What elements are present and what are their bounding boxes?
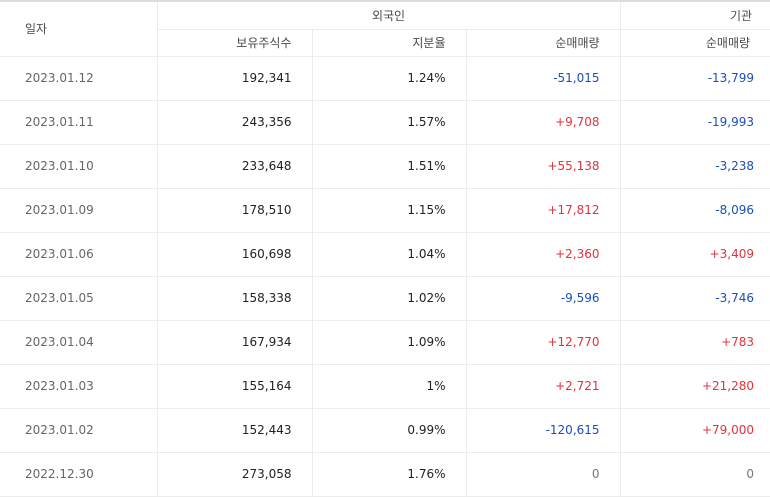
institution-net-cell: +3,409: [620, 232, 770, 276]
table-row: 2023.01.09 178,510 1.15% +17,812 -8,096: [0, 188, 770, 232]
table-row: 2023.01.04 167,934 1.09% +12,770 +783: [0, 320, 770, 364]
foreign-net-cell: +9,708: [466, 100, 620, 144]
date-cell: 2023.01.02: [0, 408, 157, 452]
holdings-cell: 155,164: [157, 364, 312, 408]
table-body: 2023.01.12 192,341 1.24% -51,015 -13,799 2023…: [0, 56, 770, 496]
foreign-net-cell: -9,596: [466, 276, 620, 320]
ratio-cell: 1.04%: [312, 232, 466, 276]
date-cell: 2023.01.10: [0, 144, 157, 188]
ratio-column-header: 지분율: [312, 29, 466, 56]
ratio-cell: 1.02%: [312, 276, 466, 320]
table-row: 2022.12.30 273,058 1.76% 0 0: [0, 452, 770, 496]
holdings-cell: 167,934: [157, 320, 312, 364]
foreign-net-cell: +55,138: [466, 144, 620, 188]
foreign-net-cell: +2,360: [466, 232, 620, 276]
holdings-cell: 152,443: [157, 408, 312, 452]
ratio-cell: 1.15%: [312, 188, 466, 232]
institution-group-header: 기관: [620, 1, 770, 29]
table-row: 2023.01.05 158,338 1.02% -9,596 -3,746: [0, 276, 770, 320]
table-row: 2023.01.12 192,341 1.24% -51,015 -13,799: [0, 56, 770, 100]
holdings-cell: 160,698: [157, 232, 312, 276]
foreign-net-cell: -120,615: [466, 408, 620, 452]
date-cell: 2023.01.06: [0, 232, 157, 276]
holdings-cell: 273,058: [157, 452, 312, 496]
holdings-cell: 178,510: [157, 188, 312, 232]
foreign-group-header: 외국인: [157, 1, 620, 29]
holdings-cell: 192,341: [157, 56, 312, 100]
ratio-cell: 1.24%: [312, 56, 466, 100]
ratio-cell: 1.76%: [312, 452, 466, 496]
ratio-cell: 1.57%: [312, 100, 466, 144]
ratio-cell: 1.09%: [312, 320, 466, 364]
foreign-net-column-header: 순매매량: [466, 29, 620, 56]
holdings-cell: 243,356: [157, 100, 312, 144]
institution-net-cell: +79,000: [620, 408, 770, 452]
table-header: 일자 외국인 기관 보유주식수 지분율 순매매량 순매매량: [0, 1, 770, 56]
date-cell: 2023.01.04: [0, 320, 157, 364]
foreign-net-cell: +12,770: [466, 320, 620, 364]
institution-net-cell: -8,096: [620, 188, 770, 232]
foreign-net-cell: +17,812: [466, 188, 620, 232]
table-row: 2023.01.10 233,648 1.51% +55,138 -3,238: [0, 144, 770, 188]
table-row: 2023.01.02 152,443 0.99% -120,615 +79,000: [0, 408, 770, 452]
institution-net-column-header: 순매매량: [620, 29, 770, 56]
foreign-net-cell: -51,015: [466, 56, 620, 100]
ratio-cell: 1%: [312, 364, 466, 408]
institution-net-cell: -13,799: [620, 56, 770, 100]
date-cell: 2023.01.03: [0, 364, 157, 408]
table-row: 2023.01.06 160,698 1.04% +2,360 +3,409: [0, 232, 770, 276]
table-row: 2023.01.11 243,356 1.57% +9,708 -19,993: [0, 100, 770, 144]
table-row: 2023.01.03 155,164 1% +2,721 +21,280: [0, 364, 770, 408]
date-column-header: 일자: [0, 1, 157, 56]
holdings-cell: 233,648: [157, 144, 312, 188]
ratio-cell: 0.99%: [312, 408, 466, 452]
institution-net-cell: +21,280: [620, 364, 770, 408]
institution-net-cell: +783: [620, 320, 770, 364]
institution-net-cell: -3,238: [620, 144, 770, 188]
holdings-column-header: 보유주식수: [157, 29, 312, 56]
date-cell: 2023.01.12: [0, 56, 157, 100]
foreign-net-cell: +2,721: [466, 364, 620, 408]
foreign-net-cell: 0: [466, 452, 620, 496]
institution-net-cell: -3,746: [620, 276, 770, 320]
ratio-cell: 1.51%: [312, 144, 466, 188]
date-cell: 2023.01.09: [0, 188, 157, 232]
date-cell: 2023.01.11: [0, 100, 157, 144]
holdings-cell: 158,338: [157, 276, 312, 320]
date-cell: 2023.01.05: [0, 276, 157, 320]
institution-net-cell: 0: [620, 452, 770, 496]
date-cell: 2022.12.30: [0, 452, 157, 496]
institution-net-cell: -19,993: [620, 100, 770, 144]
